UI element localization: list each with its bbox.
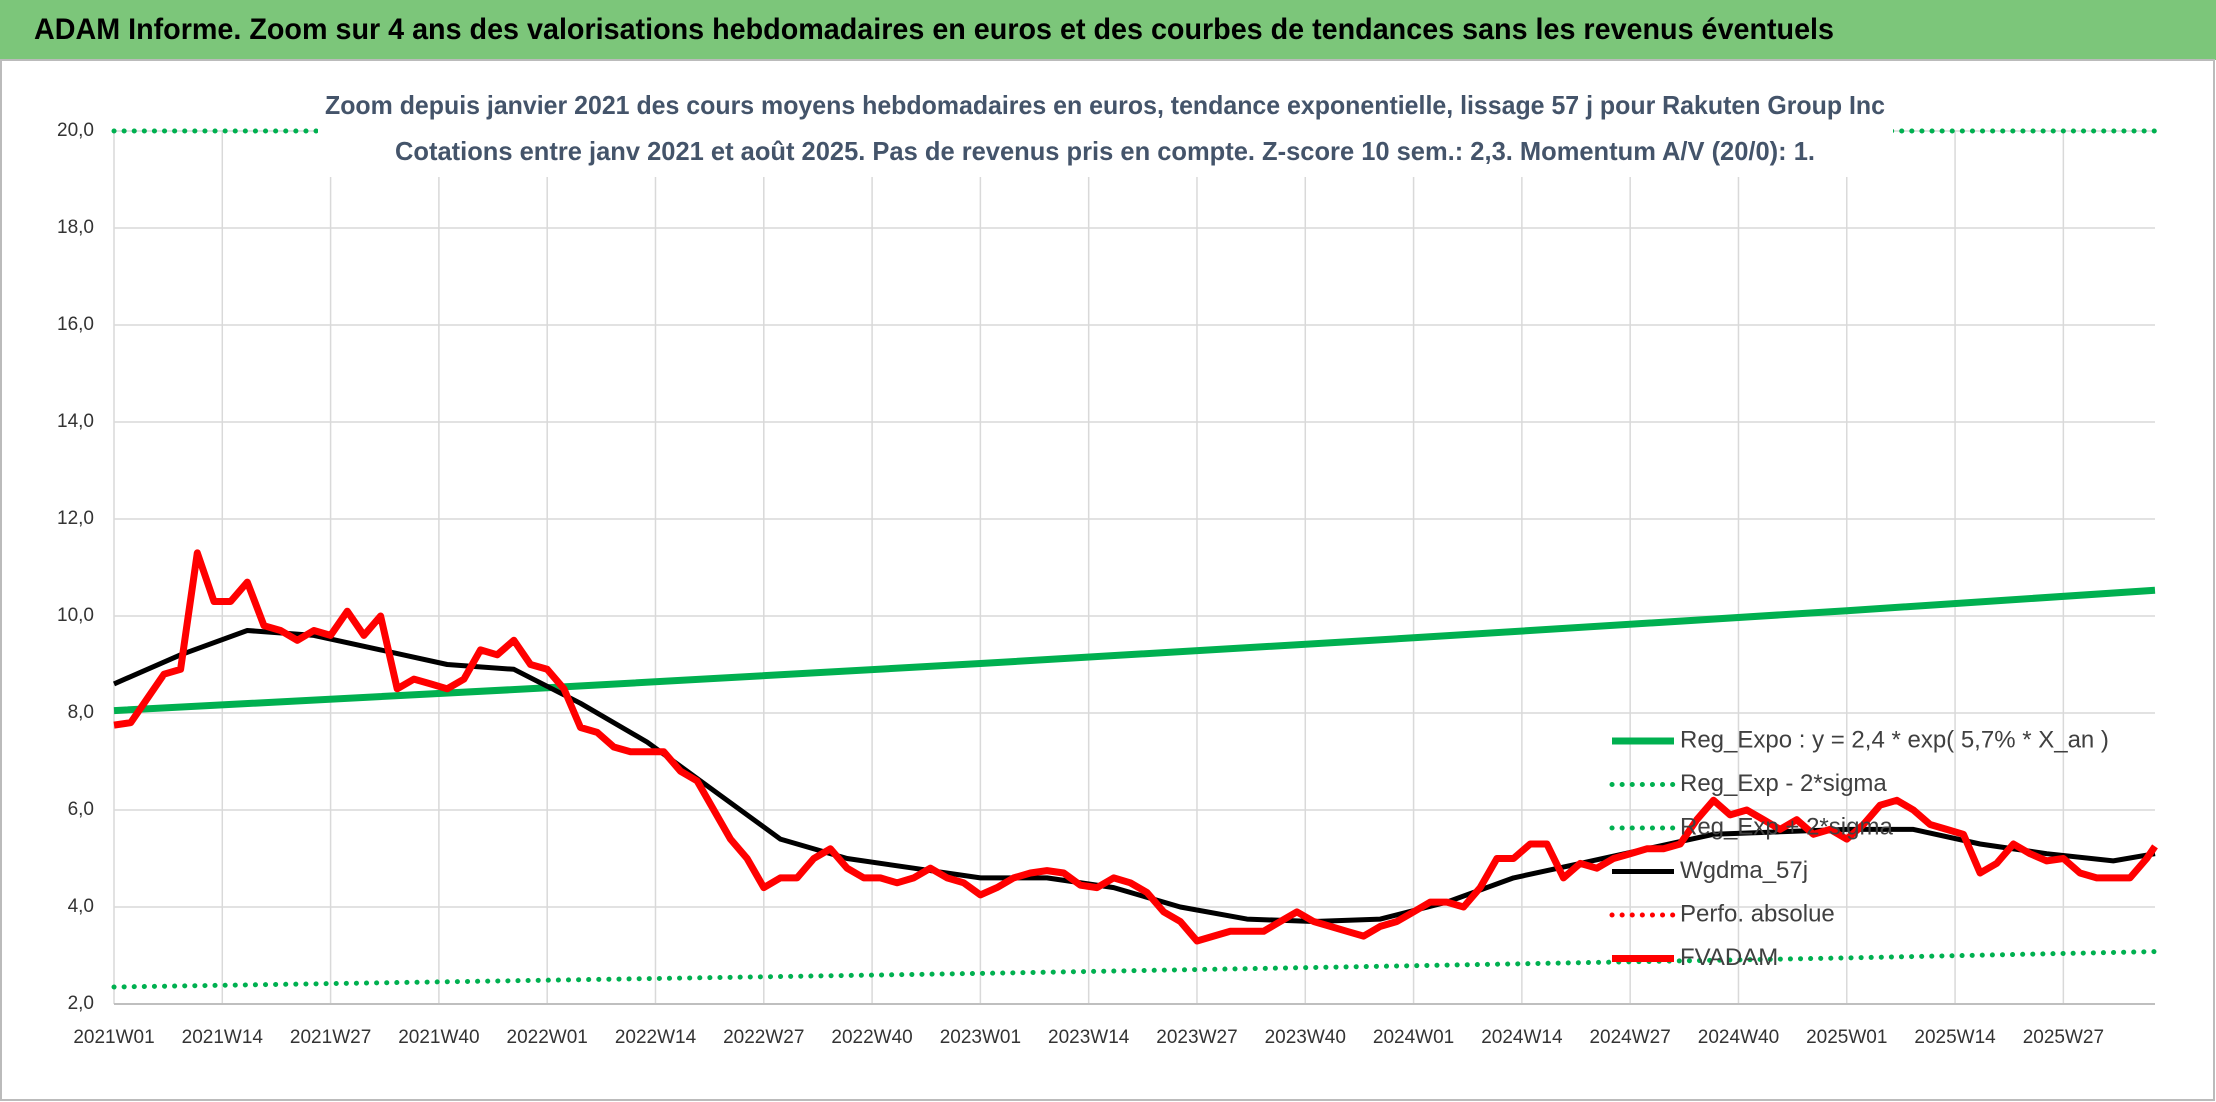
- x-tick-label: 2023W14: [1048, 1027, 1130, 1048]
- x-tick-label: 2021W14: [182, 1027, 264, 1048]
- x-tick-label: 2023W40: [1265, 1027, 1346, 1048]
- x-tick-label: 2022W01: [507, 1027, 588, 1048]
- y-tick-label: 4,0: [68, 896, 94, 917]
- y-tick-label: 8,0: [68, 702, 94, 723]
- title-box: [318, 85, 1893, 177]
- x-tick-label: 2022W40: [831, 1027, 912, 1048]
- y-tick-label: 18,0: [57, 217, 94, 238]
- frame: [0, 59, 2215, 1101]
- x-tick-label: 2022W27: [723, 1027, 804, 1048]
- legend-label: Reg_Expo : y = 2,4 * exp( 5,7% * X_an ): [1680, 726, 2109, 753]
- y-tick-label: 20,0: [57, 120, 94, 141]
- legend-label: FVADAM: [1680, 944, 1778, 971]
- x-tick-label: 2024W40: [1698, 1027, 1779, 1048]
- y-tick-label: 16,0: [57, 314, 94, 335]
- legend-label: Wgdma_57j: [1680, 857, 1808, 884]
- y-tick-label: 10,0: [57, 605, 94, 626]
- x-tick-label: 2023W27: [1156, 1027, 1237, 1048]
- y-tick-label: 6,0: [68, 799, 94, 820]
- x-tick-label: 2025W01: [1806, 1027, 1887, 1048]
- y-tick-label: 2,0: [68, 993, 94, 1014]
- series-line: [113, 549, 2158, 945]
- x-tick-label: 2025W14: [1914, 1027, 1996, 1048]
- chart-title: Cotations entre janv 2021 et août 2025. …: [395, 136, 1815, 166]
- x-tick-label: 2023W01: [940, 1027, 1021, 1048]
- x-tick-label: 2021W01: [73, 1027, 154, 1048]
- x-tick-label: 2024W01: [1373, 1027, 1454, 1048]
- y-tick-label: 12,0: [57, 508, 94, 529]
- legend-label: Reg_Exp - 2*sigma: [1680, 770, 1887, 797]
- series-line: [113, 586, 2156, 715]
- header-title: ADAM Informe. Zoom sur 4 ans des valoris…: [34, 13, 1834, 46]
- chart-title: Zoom depuis janvier 2021 des cours moyen…: [325, 90, 1885, 120]
- x-tick-label: 2021W27: [290, 1027, 371, 1048]
- y-tick-label: 14,0: [57, 411, 94, 432]
- x-tick-label: 2022W14: [615, 1027, 697, 1048]
- x-tick-label: 2021W40: [398, 1027, 479, 1048]
- x-tick-label: 2024W14: [1481, 1027, 1563, 1048]
- legend-label: Perfo. absolue: [1680, 900, 1835, 927]
- series-line: [111, 949, 2158, 990]
- legend-label: Reg_Exp + 2*sigma: [1680, 813, 1893, 840]
- x-tick-label: 2024W27: [1589, 1027, 1670, 1048]
- x-tick-label: 2025W27: [2023, 1027, 2104, 1048]
- header-bar: [0, 0, 2216, 60]
